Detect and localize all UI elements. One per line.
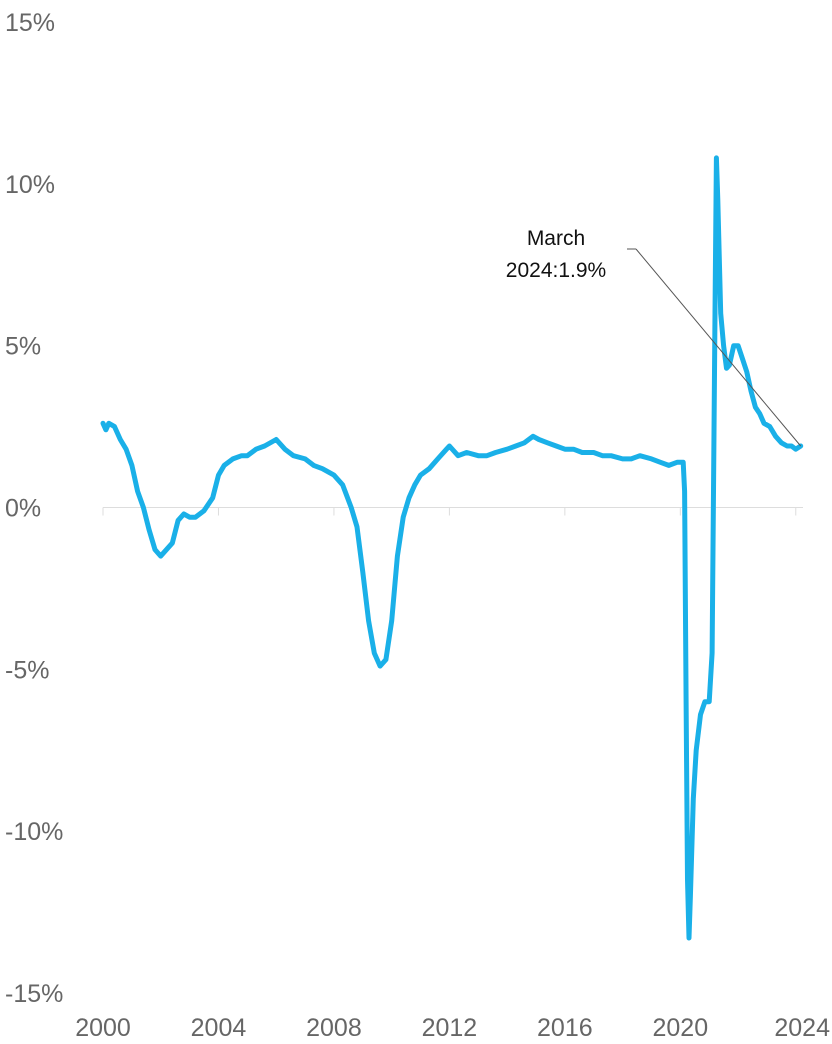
y-tick-label: 0% (5, 495, 41, 523)
annotation-label-month: March (527, 227, 585, 250)
series-line (100, 155, 804, 941)
x-axis-labels: 2000 2004 2008 2012 2016 2020 2024 (75, 1014, 830, 1042)
x-tick-label: 2016 (537, 1014, 593, 1042)
y-tick-label: -10% (5, 818, 63, 846)
x-tick-label: 2004 (191, 1014, 247, 1042)
y-tick-label: -15% (5, 980, 63, 1008)
x-tick-label: 2020 (653, 1014, 709, 1042)
x-tick-label: 2000 (75, 1014, 131, 1042)
y-axis: 15% 10% 5% 0% -5% -10% -15% (5, 9, 63, 1008)
y-tick-label: 10% (5, 171, 55, 199)
x-tick-label: 2008 (306, 1014, 362, 1042)
series-group (100, 155, 804, 941)
x-tick-label: 2024 (774, 1014, 830, 1042)
y-tick-label: -5% (5, 656, 49, 684)
annotation: March 2024:1.9% (506, 227, 802, 447)
annotation-label-value: 2024:1.9% (506, 259, 606, 282)
x-tick-label: 2012 (422, 1014, 478, 1042)
annotation-leader-line (635, 248, 802, 447)
y-tick-label: 5% (5, 333, 41, 361)
y-tick-label: 15% (5, 9, 55, 37)
